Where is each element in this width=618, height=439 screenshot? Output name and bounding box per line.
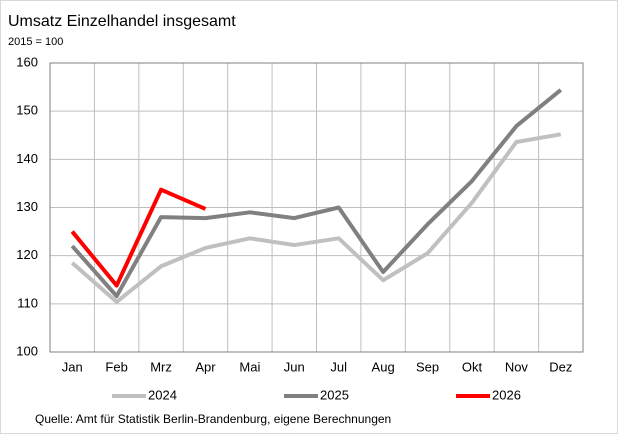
plot-frame xyxy=(49,62,584,353)
y-tick-label: 160 xyxy=(16,54,38,69)
y-tick-label: 140 xyxy=(16,151,38,166)
y-tick-label: 120 xyxy=(16,247,38,262)
legend-label: 2025 xyxy=(320,387,349,402)
x-tick-label: Sep xyxy=(416,359,439,374)
series-line xyxy=(70,88,563,299)
y-tick-label: 150 xyxy=(16,103,38,118)
chart-subtitle: 2015 = 100 xyxy=(8,36,63,48)
y-tick-label: 110 xyxy=(17,295,38,310)
legend-label: 2026 xyxy=(492,387,521,402)
y-tick-label: 100 xyxy=(16,343,38,358)
x-tick-label: Apr xyxy=(195,359,216,374)
x-tick-label: Jun xyxy=(284,359,305,374)
x-tick-label: Mrz xyxy=(150,359,172,374)
x-tick-label: Jan xyxy=(62,359,83,374)
x-tick-label: Mai xyxy=(239,359,260,374)
x-tick-label: Jul xyxy=(330,359,347,374)
x-tick-label: Okt xyxy=(462,359,483,374)
x-tick-label: Aug xyxy=(372,359,395,374)
source: Quelle: Amt für Statistik Berlin-Branden… xyxy=(35,412,391,426)
legend-label: 2024 xyxy=(148,387,177,402)
x-tick-label: Nov xyxy=(505,359,529,374)
x-tick-label: Feb xyxy=(105,359,127,374)
x-tick-label: Dez xyxy=(549,359,572,374)
y-tick-label: 130 xyxy=(16,199,38,214)
series-line xyxy=(70,132,562,304)
chart-title: Umsatz Einzelhandel insgesamt xyxy=(8,13,236,30)
series-line xyxy=(70,187,207,288)
